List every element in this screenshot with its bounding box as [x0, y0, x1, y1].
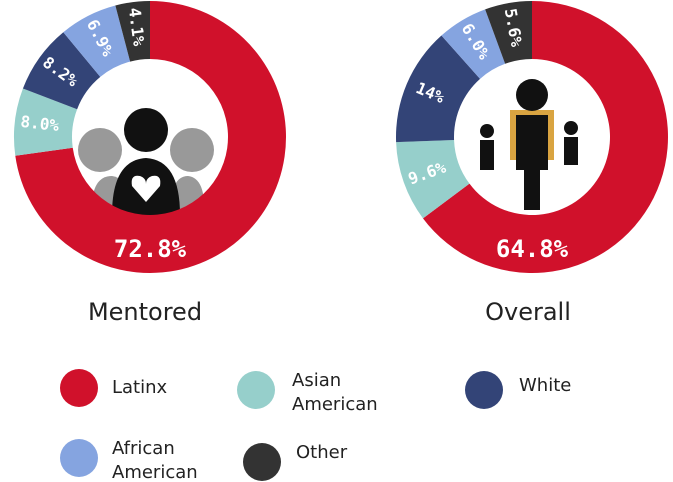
icon-shape: [516, 115, 548, 210]
legend-label: White: [519, 375, 572, 396]
legend-swatch: [60, 439, 98, 477]
slice: [396, 35, 481, 143]
slice: [422, 1, 668, 273]
icon-shape: [131, 175, 161, 202]
chart-title: Mentored: [88, 298, 202, 326]
icon-shape: [564, 137, 578, 165]
legend-label: Latinx: [112, 377, 168, 398]
chart-title: Overall: [485, 298, 571, 326]
data-label: 64.8%: [496, 235, 569, 263]
data-label: 8.0%: [20, 112, 61, 135]
legend-swatch: [465, 371, 503, 409]
icon-shape: [516, 79, 548, 111]
icon-shape: [480, 140, 494, 170]
icon-shape: [564, 121, 578, 135]
slice: [115, 1, 150, 62]
slice: [485, 1, 532, 64]
legend-swatch: [243, 443, 281, 481]
data-label: 4.1%: [125, 6, 149, 47]
icon-shape: [124, 108, 168, 152]
legend-swatch: [60, 369, 98, 407]
legend-label: African American: [112, 438, 198, 482]
slice: [15, 1, 287, 273]
slice: [63, 5, 131, 77]
slice: [441, 9, 506, 79]
slice: [13, 88, 78, 156]
legend-swatch: [237, 371, 275, 409]
icons: [78, 79, 578, 215]
legend-label: Other: [296, 442, 348, 463]
icon-shape: [170, 128, 214, 172]
legend-label: Asian American: [292, 370, 378, 415]
icon-shape: [78, 128, 122, 172]
icon-shape: [480, 124, 494, 138]
slice: [22, 32, 101, 110]
slice: [396, 139, 470, 219]
data-label: 72.8%: [114, 235, 187, 263]
